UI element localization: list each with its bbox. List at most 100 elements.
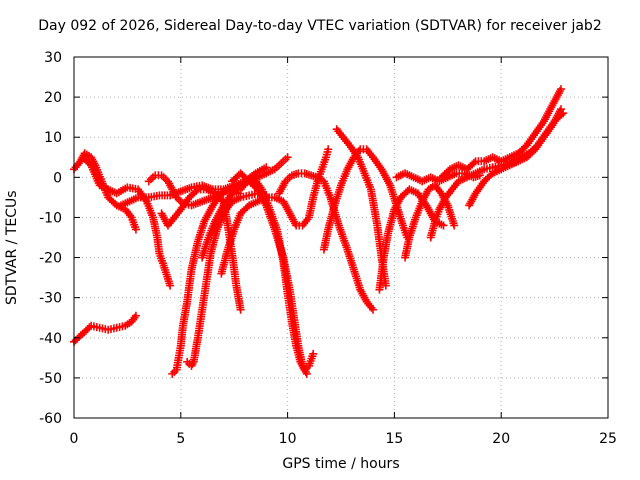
series-segment xyxy=(499,162,512,173)
series-segment xyxy=(106,186,119,197)
series-segment xyxy=(436,195,449,212)
series-segment xyxy=(541,103,556,124)
series-segment xyxy=(534,131,549,148)
series-segment xyxy=(283,173,294,184)
series-arc-22 xyxy=(507,109,568,166)
data-point xyxy=(236,305,245,314)
x-tick-label: 5 xyxy=(176,431,185,447)
series-segment xyxy=(97,182,110,193)
series-segment xyxy=(490,154,504,165)
series-segment xyxy=(178,184,194,195)
series-segment xyxy=(473,179,487,196)
series-segment xyxy=(126,183,140,193)
series-segment xyxy=(335,223,351,252)
series-segment xyxy=(264,166,277,177)
series-segment xyxy=(384,207,398,236)
series-segment xyxy=(280,199,293,216)
data-point xyxy=(283,153,292,162)
series-segment xyxy=(122,207,135,220)
data-point xyxy=(450,221,459,230)
series-arc-12 xyxy=(228,169,311,378)
series-segment xyxy=(302,170,313,179)
series-segment xyxy=(299,363,310,376)
series-segment xyxy=(344,155,357,172)
y-tick-label: 30 xyxy=(44,50,62,66)
series-segment xyxy=(407,186,420,197)
x-tick-label: 0 xyxy=(70,431,79,447)
y-tick-label: -10 xyxy=(39,210,62,226)
series-segment xyxy=(456,174,469,185)
series-segment xyxy=(202,251,215,284)
series-segment xyxy=(412,199,426,220)
series-segment xyxy=(449,179,461,192)
series-segment xyxy=(214,211,227,232)
series-segment xyxy=(187,187,201,200)
series-arc-03 xyxy=(78,153,175,290)
y-tick-label: -20 xyxy=(39,251,62,267)
series-segment xyxy=(300,215,312,228)
x-axis-label: GPS time / hours xyxy=(282,456,400,472)
series-segment xyxy=(183,267,196,304)
series-segment xyxy=(507,150,521,161)
series-segment xyxy=(248,190,259,199)
series-segment xyxy=(174,195,185,206)
series-segment xyxy=(464,158,478,172)
series-segment xyxy=(71,159,83,172)
series-segment xyxy=(276,179,289,196)
series-segment xyxy=(159,173,170,184)
y-tick-label: -50 xyxy=(39,371,62,387)
series-segment xyxy=(232,283,245,312)
series-segment xyxy=(516,142,530,156)
series-segment xyxy=(499,154,512,165)
plot-frame xyxy=(73,56,609,419)
series-segment xyxy=(165,215,177,228)
series-segment xyxy=(127,194,140,205)
series-segment xyxy=(364,147,376,160)
series-segment xyxy=(172,207,184,220)
series-segment xyxy=(105,195,119,208)
series-segment xyxy=(272,194,286,205)
series-segment xyxy=(364,299,376,312)
y-axis-label: SDTVAR / TECUs xyxy=(4,190,20,305)
series-segment xyxy=(324,203,338,232)
series-segment xyxy=(201,203,216,224)
series-segment xyxy=(80,154,94,168)
series-segment xyxy=(119,198,132,209)
series-segment xyxy=(190,336,202,364)
series-segment xyxy=(80,323,94,337)
series-segment xyxy=(255,170,269,181)
series-segment xyxy=(198,280,211,312)
series-segment xyxy=(212,203,227,224)
series-segment xyxy=(196,185,208,194)
series-segment xyxy=(411,174,424,185)
series-segment xyxy=(552,110,566,124)
series-segment xyxy=(315,174,326,184)
series-segment xyxy=(380,231,392,260)
grid-lines xyxy=(74,57,608,418)
series-segment xyxy=(92,163,105,184)
series-segment xyxy=(238,179,250,192)
y-tick-label: 10 xyxy=(44,130,62,146)
series-segment xyxy=(394,170,407,181)
data-point xyxy=(309,349,318,358)
series-segment xyxy=(465,170,478,181)
x-tick-label: 20 xyxy=(492,431,510,447)
series-segment xyxy=(136,193,151,202)
series-segment xyxy=(367,187,381,228)
series-segment xyxy=(448,162,461,173)
data-point xyxy=(557,85,566,94)
series-segment xyxy=(128,215,140,232)
series-segment xyxy=(322,147,332,159)
series-segment xyxy=(200,194,215,205)
data-point xyxy=(439,221,448,230)
series-segment xyxy=(357,287,370,304)
series-segment xyxy=(355,155,368,175)
series-segment xyxy=(230,194,243,205)
series-segment xyxy=(210,191,224,208)
series-segment xyxy=(431,207,443,223)
y-tick-label: 20 xyxy=(44,90,62,106)
series-segment xyxy=(340,135,352,148)
series-segment xyxy=(491,162,503,171)
series-segment xyxy=(524,131,538,148)
data-point xyxy=(302,369,311,378)
